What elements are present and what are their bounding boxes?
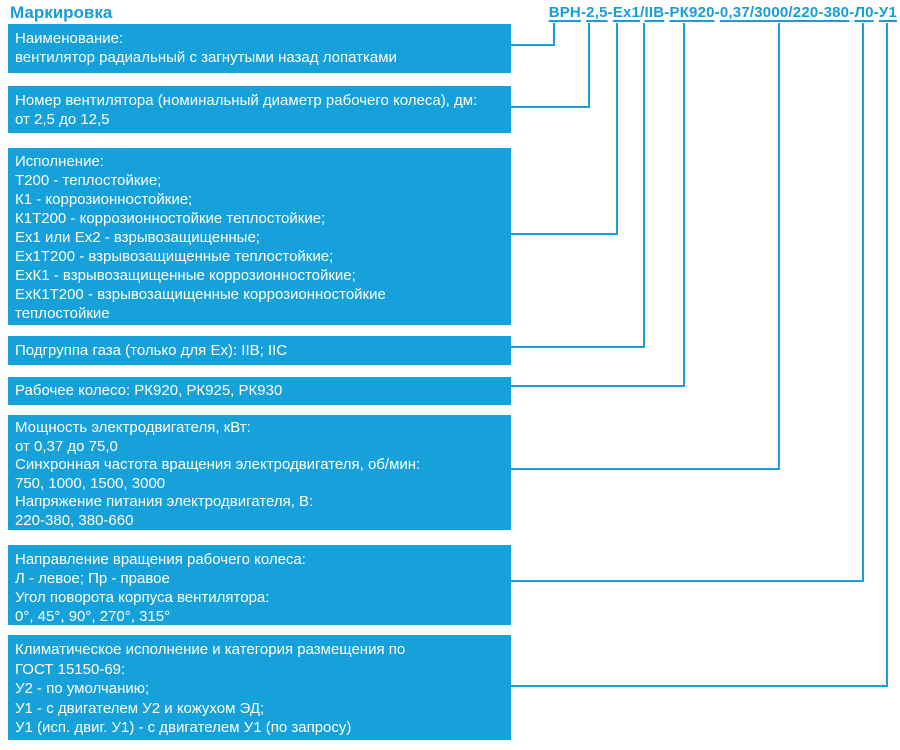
box-line: Номер вентилятора (номинальный диаметр р…: [15, 92, 478, 109]
code-segment-climate: У1: [878, 4, 897, 21]
marking-box-size: Номер вентилятора (номинальный диаметр р…: [8, 86, 511, 133]
box-line: 750, 1000, 1500, 3000: [15, 474, 166, 492]
code-segment-execution: Ex1: [612, 4, 641, 21]
box-line: К1 - коррозионностойкие;: [15, 191, 193, 208]
box-line: 220-380, 380-660: [15, 511, 134, 529]
box-line: Синхронная частота вращения электродвига…: [15, 456, 421, 473]
box-line: К1Т200 - коррозионностойкие теплостойкие…: [15, 210, 326, 227]
box-line: от 2,5 до 12,5: [15, 111, 110, 128]
code-separator: -: [873, 4, 879, 21]
marking-box-rotation: Направление вращения рабочего колеса: Л …: [8, 545, 511, 625]
box-line: Направление вращения рабочего колеса:: [15, 551, 306, 568]
box-line: вентилятор радиальный с загнутыми назад …: [15, 49, 397, 66]
marking-box-motor: Мощность электродвигателя, кВт: от 0,37 …: [8, 415, 511, 530]
box-line: Ex1Т200 - взрывозащищенные теплостойкие;: [15, 248, 334, 265]
box-line: ExК1Т200 - взрывозащищенные коррозионнос…: [15, 286, 386, 303]
box-line: 0°, 45°, 90°, 270°, 315°: [15, 608, 171, 625]
box-line: Т200 - теплостойкие;: [15, 172, 162, 189]
connector-name-line: [511, 23, 555, 46]
box-line: от 0,37 до 75,0: [15, 437, 118, 455]
code-segment-size: 2,5: [586, 4, 608, 21]
connector-impeller-line: [511, 23, 685, 387]
page-title: Маркировка: [10, 3, 113, 22]
code-separator: -: [714, 4, 720, 21]
marking-box-gas-subgroup: Подгруппа газа (только для Ex): IIB; IIC: [8, 336, 511, 365]
code-segment-series: ВРН: [548, 4, 581, 21]
box-line: Л - левое; Пр - правое: [15, 570, 170, 587]
connector-execution-line: [511, 23, 618, 235]
box-line: ExК1 - взрывозащищенные коррозионностойк…: [15, 267, 356, 284]
product-code: ВРН-2,5-Ex1/IIB-РК920-0,37/3000/220-380-…: [549, 4, 897, 21]
code-segment-motor: 0,37/3000/220-380: [719, 4, 850, 21]
box-line: Исполнение:: [15, 153, 104, 170]
code-separator: -: [664, 4, 670, 21]
marking-box-impeller: Рабочее колесо: РК920, РК925, РК930: [8, 377, 511, 405]
box-line: Ex1 или Ex2 - взрывозащищенные;: [15, 229, 260, 246]
box-line: ГОСТ 15150-69:: [15, 660, 126, 678]
box-line: Рабочее колесо: РК920, РК925, РК930: [15, 382, 283, 399]
connector-climate-line: [511, 23, 888, 687]
box-line: Угол поворота корпуса вентилятора:: [15, 589, 270, 606]
connector-motor-line: [511, 23, 780, 470]
marking-box-execution: Исполнение: Т200 - теплостойкие; К1 - ко…: [8, 148, 511, 325]
marking-box-climate: Климатическое исполнение и категория раз…: [8, 635, 511, 740]
code-segment-gas-subgroup: IIB: [644, 4, 665, 21]
box-line: Наименование:: [15, 30, 124, 47]
box-line: теплостойкие: [15, 305, 110, 322]
box-line: Напряжение питания электродвигателя, В:: [15, 493, 314, 510]
code-segment-rotation: Л0: [854, 4, 874, 21]
code-separator: /: [640, 4, 645, 21]
connector-size-line: [511, 23, 590, 108]
code-separator: -: [849, 4, 855, 21]
code-separator: -: [607, 4, 613, 21]
connector-gas-subgroup-line: [511, 23, 645, 348]
box-line: У2 - по умолчанию;: [15, 680, 150, 697]
box-line: Подгруппа газа (только для Ex): IIB; IIC: [15, 342, 288, 359]
box-line: У1 - с двигателем У2 и кожухом ЭД;: [15, 699, 265, 717]
connector-rotation-line: [511, 23, 864, 582]
box-line: У1 (исп. двиг. У1) - с двигателем У1 (по…: [15, 719, 352, 736]
marking-box-name: Наименование: вентилятор радиальный с за…: [8, 24, 511, 73]
box-line: Мощность электродвигателя, кВт:: [15, 419, 251, 436]
box-line: Климатическое исполнение и категория раз…: [15, 641, 406, 658]
code-segment-impeller: РК920: [669, 4, 715, 21]
code-separator: -: [580, 4, 587, 21]
